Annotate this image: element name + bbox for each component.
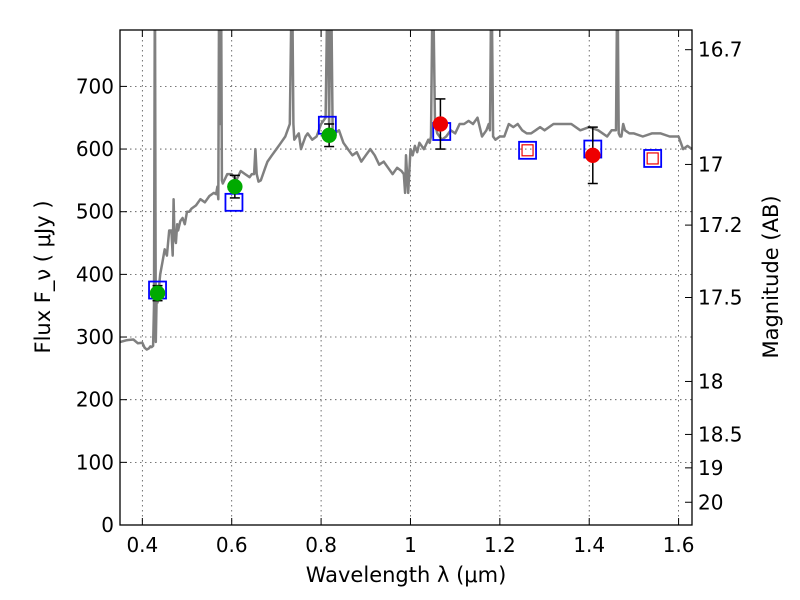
measurement-point <box>585 147 601 164</box>
x-tick-label: 1.6 <box>663 533 695 557</box>
plot-frame <box>119 29 693 526</box>
x-axis-label: Wavelength λ (μm) <box>306 563 507 587</box>
x-tick-label: 0.4 <box>126 533 158 557</box>
y-tick-label: 400 <box>76 262 114 286</box>
right-tick-label: 16.7 <box>698 38 743 62</box>
x-tick-label: 1.4 <box>573 533 605 557</box>
x-axis-label-text: Wavelength λ (μm) <box>306 563 507 587</box>
y-tick-label: 500 <box>76 200 114 224</box>
y-tick-label: 0 <box>101 513 114 537</box>
y-axis-label: Flux F_ν ( μJy ) <box>31 200 56 353</box>
x-tick-label: 1 <box>404 533 417 557</box>
right-tick-label: 18 <box>698 369 723 393</box>
y-tick-label: 300 <box>76 325 114 349</box>
model-inner-point <box>646 152 659 165</box>
measurement-point <box>321 127 337 144</box>
model-inner-point <box>521 144 534 157</box>
axis-ticks: 0.4 0.6 0.8 1 1.2 1.4 1.6 0 100 200 300 400 500 600 70… <box>76 30 743 557</box>
right-tick-label: 19 <box>698 456 723 480</box>
plot-area <box>120 30 692 351</box>
y-tick-label: 100 <box>76 450 114 474</box>
measurement-point <box>149 285 166 301</box>
y-tick-label: 700 <box>76 74 114 98</box>
right-tick-label: 17.2 <box>698 213 743 237</box>
x-tick-label: 0.6 <box>216 533 248 557</box>
right-tick-label: 17.5 <box>698 286 743 310</box>
x-tick-label: 1.2 <box>484 533 516 557</box>
y-tick-label: 600 <box>76 137 114 161</box>
measurement-point <box>432 116 449 132</box>
x-tick-label: 0.8 <box>305 533 337 557</box>
right-axis-label: Magnitude (AB) <box>759 195 783 358</box>
measurement-point <box>227 178 243 195</box>
right-tick-label: 17 <box>698 152 723 176</box>
model-point <box>518 140 537 160</box>
y-tick-label: 200 <box>76 388 114 412</box>
right-tick-label: 18.5 <box>698 422 743 446</box>
right-tick-label: 20 <box>698 490 723 514</box>
y-axis-label-text: Flux F_ν ( μJy ) <box>31 200 56 353</box>
model-point <box>643 149 663 168</box>
